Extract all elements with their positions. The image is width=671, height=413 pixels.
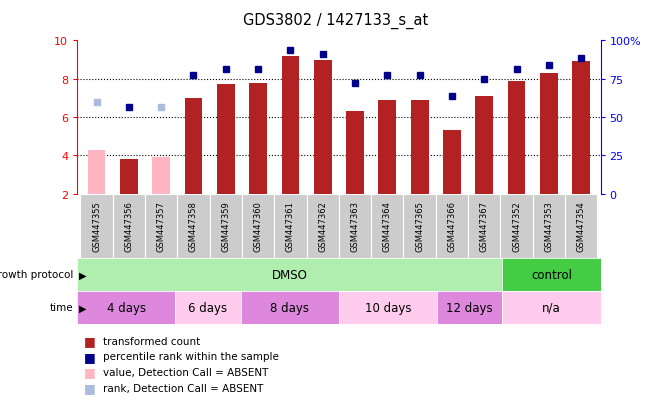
Text: GSM447366: GSM447366 [448,201,456,252]
Text: transformed count: transformed count [103,336,200,346]
Bar [468,194,501,258]
Text: n/a: n/a [542,301,561,314]
Bar [185,99,203,194]
Text: ■: ■ [84,381,96,394]
Bar [540,74,558,194]
Bar [177,194,209,258]
Text: control: control [531,268,572,281]
Bar [120,160,138,194]
Bar [113,194,145,258]
Bar [339,194,371,258]
Text: GSM447353: GSM447353 [544,201,554,252]
Text: GSM447354: GSM447354 [576,201,586,252]
Bar [565,194,597,258]
Text: GSM447364: GSM447364 [383,201,392,252]
Text: time: time [50,303,74,313]
Bar [503,258,601,291]
Text: ▶: ▶ [79,303,87,313]
Text: value, Detection Call = ABSENT: value, Detection Call = ABSENT [103,367,268,377]
Bar [503,291,601,324]
Bar [437,291,503,324]
Text: 6 days: 6 days [189,301,227,314]
Bar [443,131,461,194]
Text: DMSO: DMSO [272,268,308,281]
Bar [314,60,331,194]
Text: 12 days: 12 days [446,301,493,314]
Bar [77,291,175,324]
Bar [242,194,274,258]
Bar [145,194,177,258]
Text: ■: ■ [84,366,96,379]
Text: GSM447355: GSM447355 [92,201,101,252]
Bar [403,194,435,258]
Text: GSM447356: GSM447356 [124,201,134,252]
Text: 8 days: 8 days [270,301,309,314]
Text: GSM447357: GSM447357 [156,201,166,252]
Bar [274,194,307,258]
Bar [81,194,113,258]
Bar [88,150,105,194]
Text: 4 days: 4 days [107,301,146,314]
Bar [217,85,235,194]
Text: ■: ■ [84,350,96,363]
Text: GSM447362: GSM447362 [318,201,327,252]
Bar [241,291,339,324]
Bar [508,81,525,194]
Text: GSM447363: GSM447363 [350,201,360,252]
Text: GSM447367: GSM447367 [480,201,488,252]
Bar [282,57,299,194]
Bar [346,112,364,194]
Bar [371,194,403,258]
Text: percentile rank within the sample: percentile rank within the sample [103,351,278,361]
Bar [77,258,503,291]
Bar [339,291,437,324]
Bar [501,194,533,258]
Bar [152,158,170,194]
Text: GSM447360: GSM447360 [254,201,262,252]
Text: ▶: ▶ [79,270,87,280]
Bar [435,194,468,258]
Bar [249,83,267,194]
Bar [533,194,565,258]
Bar [475,97,493,194]
Text: GSM447359: GSM447359 [221,201,230,252]
Bar [209,194,242,258]
Text: 10 days: 10 days [364,301,411,314]
Text: GSM447352: GSM447352 [512,201,521,252]
Text: GSM447361: GSM447361 [286,201,295,252]
Bar [572,62,590,194]
Text: rank, Detection Call = ABSENT: rank, Detection Call = ABSENT [103,383,263,393]
Text: GSM447358: GSM447358 [189,201,198,252]
Bar [307,194,339,258]
Bar [378,100,396,194]
Bar [175,291,241,324]
Bar [411,100,429,194]
Text: growth protocol: growth protocol [0,270,74,280]
Text: GDS3802 / 1427133_s_at: GDS3802 / 1427133_s_at [243,12,428,28]
Text: GSM447365: GSM447365 [415,201,424,252]
Text: ■: ■ [84,334,96,347]
